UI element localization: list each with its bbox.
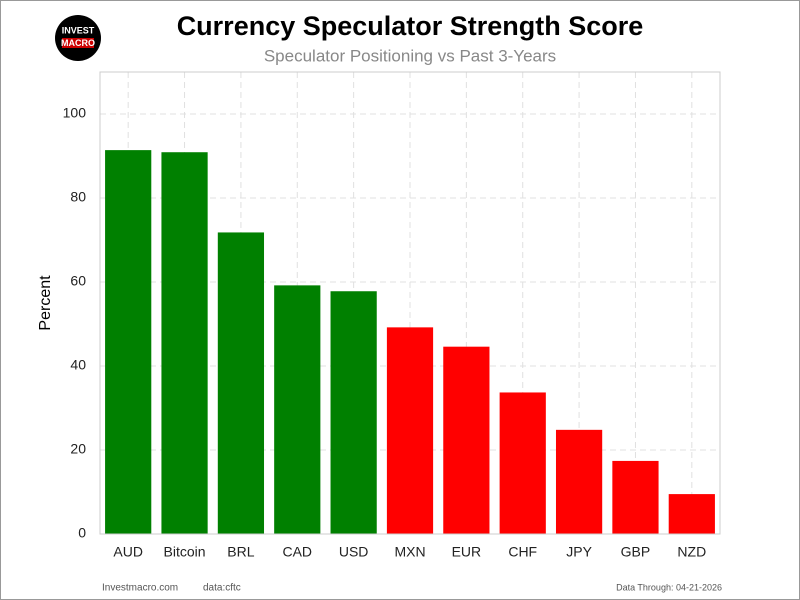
x-tick-label: CAD — [282, 544, 312, 560]
bar — [330, 291, 377, 534]
x-tick-label: Bitcoin — [164, 544, 206, 560]
bar — [668, 494, 715, 534]
y-tick-label: 80 — [70, 189, 86, 205]
bar — [386, 327, 434, 534]
footer-date: Data Through: 04-21-2026 — [616, 582, 722, 592]
y-tick-label: 60 — [70, 273, 86, 289]
bar — [443, 346, 490, 534]
x-tick-label: EUR — [452, 544, 482, 560]
bar — [555, 429, 603, 534]
x-tick-label: CHF — [508, 544, 537, 560]
bar — [105, 150, 152, 534]
bar — [274, 285, 321, 534]
y-tick-label: 0 — [78, 525, 86, 541]
x-tick-label: JPY — [566, 544, 592, 560]
x-tick-label: NZD — [677, 544, 706, 560]
footer-site: Investmacro.com — [102, 583, 178, 594]
x-tick-label: AUD — [113, 544, 143, 560]
y-tick-label: 100 — [63, 105, 87, 121]
y-tick-label: 40 — [70, 357, 86, 373]
footer-source: data:cftc — [203, 583, 241, 594]
logo-band — [62, 38, 94, 48]
x-tick-label: USD — [339, 544, 369, 560]
bar — [612, 460, 659, 534]
bar — [161, 152, 208, 534]
x-tick-label: MXN — [394, 544, 425, 560]
y-tick-label: 20 — [70, 441, 86, 457]
y-axis-label: Percent — [37, 275, 54, 331]
bar — [217, 232, 265, 534]
x-tick-label: BRL — [227, 544, 254, 560]
bar — [499, 392, 546, 534]
logo-text: MACRO — [61, 38, 95, 48]
logo-text: INVEST — [62, 25, 95, 35]
x-tick-label: GBP — [621, 544, 651, 560]
plot-frame — [99, 71, 721, 535]
chart-subtitle: Speculator Positioning vs Past 3-Years — [264, 46, 556, 65]
chart-title: Currency Speculator Strength Score — [177, 11, 644, 41]
